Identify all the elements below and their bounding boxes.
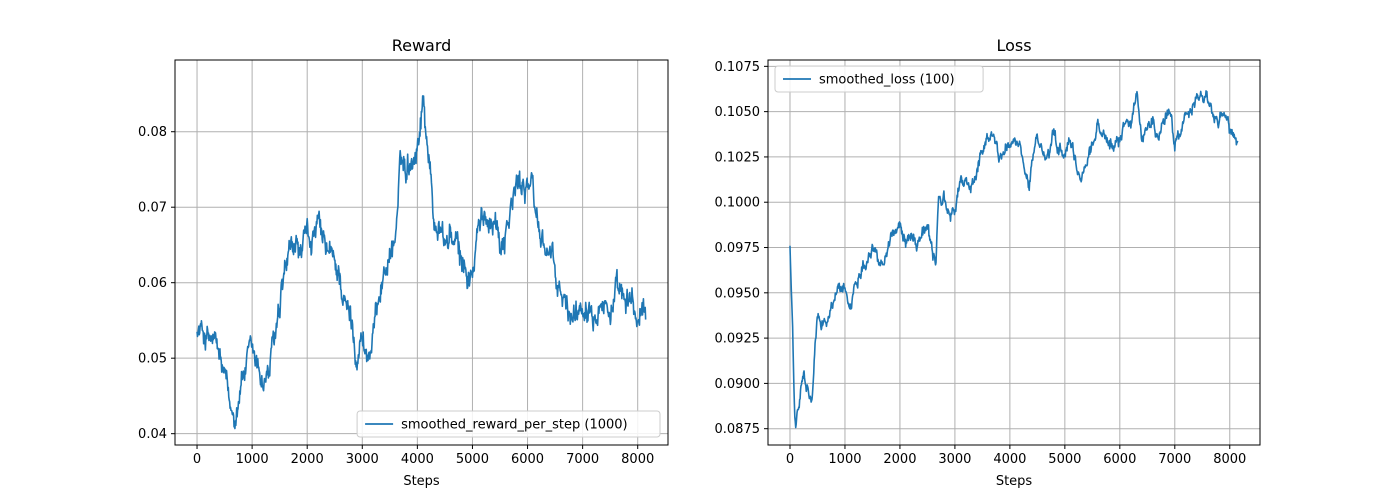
loss-xtick-label: 3000 [938, 452, 971, 467]
reward-x-axis-label: Steps [403, 474, 440, 489]
loss-ytick-label: 0.1025 [715, 150, 761, 165]
reward-ytick-label: 0.08 [138, 125, 167, 140]
loss-xtick-label: 8000 [1213, 452, 1246, 467]
loss-ytick-label: 0.1075 [715, 60, 761, 75]
reward-chart: 0 1000 2000 3000 4000 5000 6000 7000 8000 0.04 0.0… [138, 36, 669, 489]
loss-chart: 0 1000 2000 3000 4000 5000 6000 7000 8000 0.0875 0… [715, 36, 1261, 489]
loss-xtick-label: 6000 [1103, 452, 1136, 467]
reward-xtick-label: 0 [193, 452, 201, 467]
loss-ytick-label: 0.0925 [715, 332, 761, 347]
reward-xtick-label: 3000 [346, 452, 379, 467]
loss-ytick-label: 0.0950 [715, 286, 761, 301]
reward-xtick-label: 2000 [291, 452, 324, 467]
loss-xtick-label: 0 [786, 452, 794, 467]
loss-xtick-label: 2000 [883, 452, 916, 467]
loss-legend-box [774, 65, 984, 93]
loss-legend: smoothed_loss (100) [774, 65, 984, 93]
loss-series-line [789, 90, 1239, 429]
reward-xtick-label: 1000 [236, 452, 269, 467]
loss-ytick-label: 0.0975 [715, 241, 761, 256]
reward-chart-title: Reward [392, 36, 452, 55]
loss-xtick-label: 5000 [1048, 452, 1081, 467]
loss-xtick-label: 7000 [1158, 452, 1191, 467]
reward-legend: smoothed_reward_per_step (1000) [356, 410, 661, 438]
loss-ytick-label: 0.1050 [715, 105, 761, 120]
reward-xtick-label: 8000 [621, 452, 654, 467]
reward-xtick-label: 7000 [566, 452, 599, 467]
reward-xtick-label: 6000 [511, 452, 544, 467]
loss-ytick-label: 0.1000 [715, 196, 761, 211]
loss-xtick-label: 4000 [993, 452, 1026, 467]
loss-xtick-label: 1000 [828, 452, 861, 467]
reward-ytick-label: 0.07 [138, 201, 167, 216]
reward-legend-label: smoothed_reward_per_step (1000) [401, 418, 628, 433]
reward-ytick-label: 0.05 [138, 352, 167, 367]
reward-ytick-label: 0.06 [138, 276, 167, 291]
reward-xtick-label: 4000 [401, 452, 434, 467]
loss-ytick-label: 0.0875 [715, 422, 761, 437]
reward-legend-box [356, 410, 661, 438]
reward-ytick-label: 0.04 [138, 427, 167, 442]
loss-axes-frame [767, 59, 1261, 446]
reward-series-line [196, 95, 647, 430]
loss-chart-title: Loss [996, 36, 1031, 55]
loss-legend-label: smoothed_loss (100) [819, 73, 955, 88]
reward-axes-frame [174, 59, 669, 446]
loss-x-axis-label: Steps [996, 474, 1033, 489]
loss-ytick-label: 0.0900 [715, 377, 761, 392]
reward-xtick-label: 5000 [456, 452, 489, 467]
